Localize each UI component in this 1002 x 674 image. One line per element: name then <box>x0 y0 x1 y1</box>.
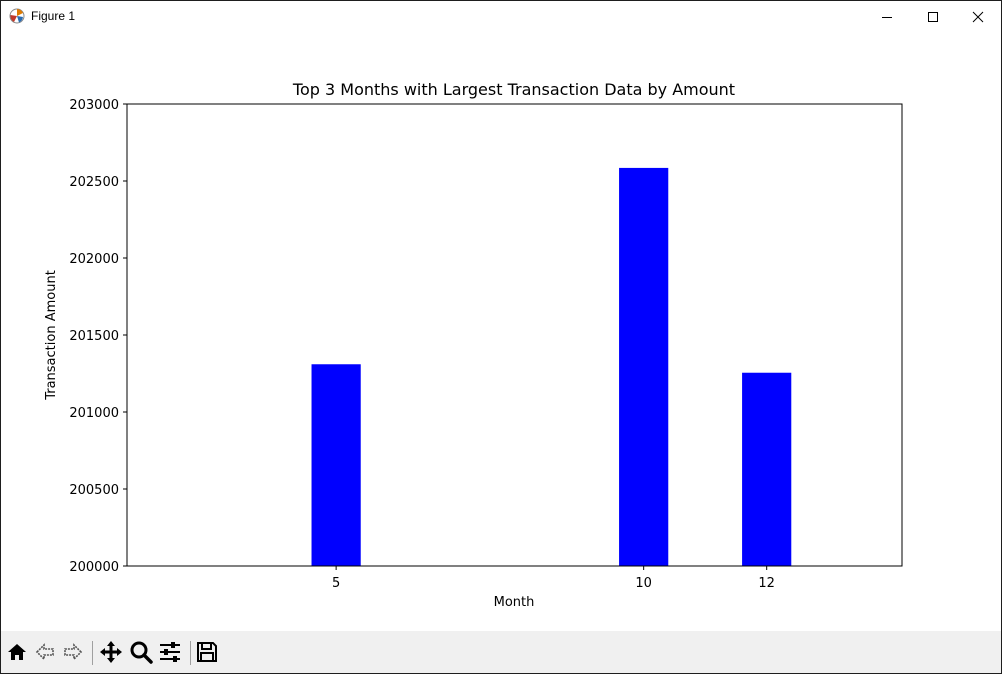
bar-month-12 <box>742 372 792 566</box>
x-tick-label: 5 <box>332 576 340 591</box>
configure-subplots-button[interactable] <box>157 639 183 665</box>
toolbar-separator <box>190 641 191 665</box>
bar-chart: Top 3 Months with Largest Transaction Da… <box>44 80 903 610</box>
bar-month-5 <box>311 364 361 566</box>
y-tick-label: 201000 <box>69 406 119 421</box>
y-tick-label: 202500 <box>69 175 119 190</box>
zoom-icon <box>130 641 153 664</box>
window-title: Figure 1 <box>31 9 76 23</box>
title-bar[interactable]: Figure 1 <box>1 1 1001 32</box>
pan-icon <box>100 641 122 663</box>
navigation-toolbar <box>1 631 1001 673</box>
y-axis-ticks: 200000 200500 201000 201500 202000 202500 2030… <box>69 98 127 575</box>
home-button[interactable] <box>4 639 30 665</box>
back-icon <box>35 643 54 661</box>
y-tick-label: 203000 <box>69 98 119 113</box>
axes-frame <box>126 103 903 567</box>
back-button[interactable] <box>32 639 58 665</box>
y-tick-label: 201500 <box>69 329 119 344</box>
x-axis-label: Month <box>494 595 535 610</box>
chart-title: Top 3 Months with Largest Transaction Da… <box>292 80 735 99</box>
save-icon <box>197 642 217 662</box>
maximize-icon <box>928 11 938 22</box>
configure-subplots-icon <box>160 642 180 662</box>
forward-button[interactable] <box>60 639 86 665</box>
y-axis-label: Transaction Amount <box>44 270 59 401</box>
zoom-button[interactable] <box>128 639 154 665</box>
close-icon <box>972 11 984 22</box>
matplotlib-logo-icon <box>8 7 26 25</box>
minimize-button[interactable] <box>864 1 910 32</box>
x-tick-label: 10 <box>635 576 652 591</box>
home-icon <box>8 644 26 660</box>
x-axis-ticks: 5 10 12 <box>332 566 775 591</box>
y-tick-label: 200500 <box>69 483 119 498</box>
toolbar-separator <box>92 641 93 665</box>
y-tick-label: 202000 <box>69 252 119 267</box>
x-tick-label: 12 <box>758 576 775 591</box>
save-button[interactable] <box>194 639 220 665</box>
close-button[interactable] <box>955 1 1001 32</box>
bar-month-10 <box>619 167 669 566</box>
maximize-button[interactable] <box>910 1 956 32</box>
minimize-icon <box>882 16 892 18</box>
figure-canvas[interactable]: Top 3 Months with Largest Transaction Da… <box>1 32 1001 631</box>
pan-button[interactable] <box>98 639 124 665</box>
bar-series <box>311 167 792 566</box>
y-tick-label: 200000 <box>69 560 119 575</box>
forward-icon <box>64 643 83 661</box>
